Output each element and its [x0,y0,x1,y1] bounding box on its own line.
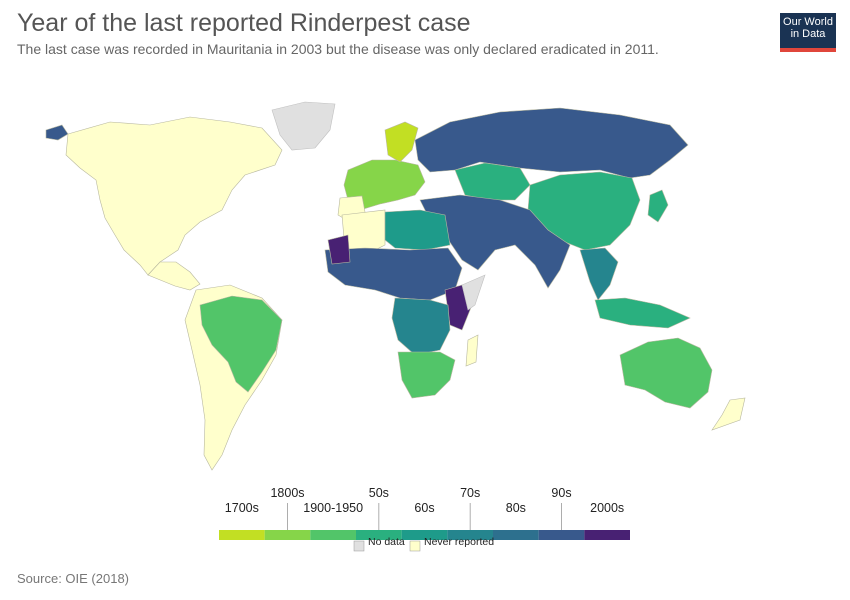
legend-bin-label-7: 90s [551,486,571,500]
legend-bin-5[interactable] [447,530,493,540]
legend-bin-1[interactable] [264,530,311,540]
legend-bin-8[interactable] [584,530,630,540]
chart-subtitle: The last case was recorded in Mauritania… [17,41,659,57]
never-swatch [409,540,421,552]
region-brazil[interactable] [199,295,283,393]
legend-bin-label-5: 70s [460,486,480,500]
legend-bin-4[interactable] [401,530,448,540]
legend-bin-label-3: 50s [369,486,389,500]
never-label: Never reported [424,536,494,548]
region-maritime-asia[interactable] [594,297,691,329]
region-central-america[interactable] [147,261,201,291]
region-scandinavia[interactable] [384,121,419,163]
legend-bin-label-8: 2000s [590,501,624,515]
legend-bin-label-1: 1800s [270,486,304,500]
legend-never-reported: Never reported [409,536,494,552]
legend-bin-label-2: 1900-1950 [303,501,363,515]
region-central-africa[interactable] [391,297,451,356]
legend-bin-label-6: 80s [506,501,526,515]
legend-bin-2[interactable] [310,530,356,540]
legend-no-data: No data [353,536,405,552]
region-southern-africa[interactable] [397,351,456,399]
region-australia[interactable] [619,337,713,409]
legend-bin-7[interactable] [538,530,585,540]
region-sahel[interactable] [324,247,463,301]
region-japan[interactable] [647,189,669,223]
owid-logo[interactable]: Our World in Data [780,13,836,52]
source-note: Source: OIE (2018) [17,571,129,586]
logo-line-2: in Data [790,28,826,40]
logo-line-1: Our World [783,16,833,28]
chart-title: Year of the last reported Rinderpest cas… [17,9,471,37]
no-data-swatch [353,540,365,552]
region-alaska-patch[interactable] [45,124,69,141]
region-egypt-libya[interactable] [384,209,451,251]
legend-bin-label-4: 60s [414,501,434,515]
region-north-america[interactable] [65,116,283,276]
region-mauritania[interactable] [327,234,351,265]
region-new-zealand[interactable] [711,397,746,431]
no-data-label: No data [368,536,405,548]
region-greenland[interactable] [271,101,336,151]
region-madagascar[interactable] [465,334,479,367]
legend-bin-label-0: 1700s [225,501,259,515]
region-southeast-asia[interactable] [579,247,619,301]
region-middle-east-south-asia[interactable] [419,194,571,289]
region-russia[interactable] [414,107,689,179]
region-central-asia[interactable] [454,162,531,201]
region-somalia[interactable] [461,274,486,311]
legend-bin-6[interactable] [493,530,539,540]
legend-bin-0[interactable] [219,530,265,540]
legend-bin-3[interactable] [356,530,402,540]
